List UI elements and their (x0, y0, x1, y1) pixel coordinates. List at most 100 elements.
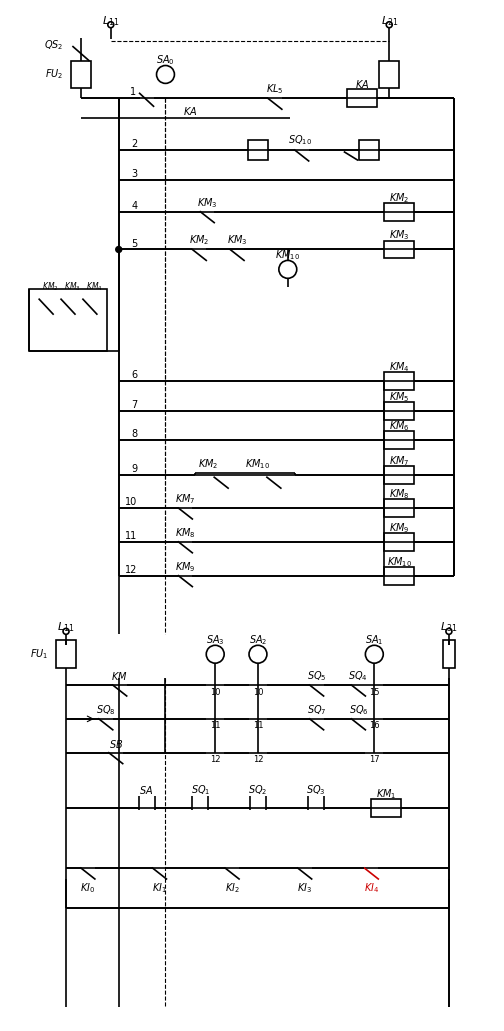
Text: $KM_8$: $KM_8$ (175, 526, 196, 540)
Text: 9: 9 (132, 464, 138, 474)
Circle shape (206, 645, 224, 663)
Text: 6: 6 (132, 370, 138, 379)
Text: 11: 11 (253, 722, 263, 730)
Text: $SQ_4$: $SQ_4$ (348, 669, 368, 683)
Text: $KM_4$: $KM_4$ (86, 280, 102, 293)
Text: $SQ_8$: $SQ_8$ (96, 703, 116, 717)
Bar (29, 290, 107, 351)
Circle shape (446, 628, 452, 634)
Text: 5: 5 (132, 238, 138, 248)
Bar (384, 240, 414, 259)
Text: $KM_9$: $KM_9$ (175, 560, 196, 573)
Text: $L_{31}$: $L_{31}$ (440, 621, 458, 634)
Text: $FU_1$: $FU_1$ (30, 647, 48, 661)
Text: 4: 4 (132, 201, 138, 210)
Text: $KM_6$: $KM_6$ (389, 420, 410, 433)
Text: 11: 11 (125, 531, 138, 541)
Text: $KM_3$: $KM_3$ (197, 196, 218, 209)
Circle shape (63, 628, 69, 634)
Text: 11: 11 (210, 722, 220, 730)
Text: 8: 8 (132, 430, 138, 439)
Bar (248, 140, 268, 160)
Circle shape (116, 246, 122, 253)
Circle shape (279, 261, 297, 278)
Text: $QS_2$: $QS_2$ (44, 38, 63, 52)
Text: $KL_5$: $KL_5$ (266, 82, 284, 96)
Text: $SQ_{10}$: $SQ_{10}$ (288, 133, 312, 147)
Text: $KA$: $KA$ (183, 105, 198, 118)
Bar (56, 640, 76, 668)
Text: $SB$: $SB$ (109, 738, 123, 750)
Text: $KM_3$: $KM_3$ (64, 280, 81, 293)
Text: $KM_2$: $KM_2$ (42, 280, 58, 293)
Text: 10: 10 (253, 688, 263, 697)
Bar (384, 499, 414, 517)
Circle shape (108, 22, 114, 28)
Text: 12: 12 (253, 755, 263, 764)
Bar (384, 466, 414, 485)
Text: $FU_2$: $FU_2$ (45, 68, 63, 81)
Text: $KM_1$: $KM_1$ (376, 788, 397, 801)
Text: $KM_2$: $KM_2$ (198, 458, 218, 471)
Text: 12: 12 (125, 565, 138, 574)
Text: $KM_4$: $KM_4$ (389, 360, 410, 373)
Text: $KM_{10}$: $KM_{10}$ (275, 248, 300, 262)
Text: $KM_7$: $KM_7$ (175, 492, 196, 506)
Text: 7: 7 (132, 400, 138, 409)
Text: $SQ_2$: $SQ_2$ (248, 784, 268, 797)
Bar (384, 567, 414, 585)
Text: $L_{11}$: $L_{11}$ (57, 621, 75, 634)
Text: $KM_8$: $KM_8$ (389, 488, 410, 501)
Bar (443, 640, 455, 668)
Text: $L_{21}$: $L_{21}$ (381, 13, 398, 28)
Circle shape (386, 22, 392, 28)
Text: 12: 12 (210, 755, 220, 764)
Text: $KM_2$: $KM_2$ (189, 234, 210, 247)
Text: 1: 1 (130, 88, 136, 97)
Text: $SA_2$: $SA_2$ (249, 633, 267, 647)
Circle shape (365, 645, 383, 663)
Text: $KI_3$: $KI_3$ (297, 882, 312, 895)
Bar (371, 799, 401, 818)
Text: 3: 3 (132, 169, 138, 179)
Text: 17: 17 (369, 755, 380, 764)
Text: $L_{11}$: $L_{11}$ (102, 13, 119, 28)
Bar (380, 61, 399, 89)
Text: $KM_5$: $KM_5$ (389, 390, 409, 403)
Text: $SQ_7$: $SQ_7$ (307, 703, 327, 717)
Text: $SA_3$: $SA_3$ (206, 633, 224, 647)
Text: $KI_4$: $KI_4$ (364, 882, 379, 895)
Text: $KM_3$: $KM_3$ (227, 234, 247, 247)
Text: $KM_9$: $KM_9$ (389, 521, 409, 535)
Text: $KM_2$: $KM_2$ (389, 191, 409, 205)
Text: $KM_3$: $KM_3$ (389, 229, 409, 242)
Bar (71, 61, 91, 89)
Text: $SQ_5$: $SQ_5$ (307, 669, 327, 683)
Bar (347, 90, 377, 107)
Text: 15: 15 (369, 688, 380, 697)
Circle shape (249, 645, 267, 663)
Text: $KM_7$: $KM_7$ (389, 455, 409, 468)
Text: $KM_{10}$: $KM_{10}$ (387, 555, 412, 569)
Text: $KI_1$: $KI_1$ (152, 882, 167, 895)
Bar (384, 203, 414, 221)
Text: 10: 10 (210, 688, 220, 697)
Text: 2: 2 (132, 139, 138, 149)
Text: $SQ_3$: $SQ_3$ (306, 784, 326, 797)
Bar (359, 140, 380, 160)
Bar (384, 372, 414, 390)
Bar (384, 431, 414, 450)
Text: $SA$: $SA$ (140, 785, 154, 797)
Text: $KI_2$: $KI_2$ (225, 882, 239, 895)
Text: $KM_{10}$: $KM_{10}$ (245, 458, 271, 471)
Text: $SQ_1$: $SQ_1$ (191, 784, 210, 797)
Text: $SA_1$: $SA_1$ (365, 633, 384, 647)
Bar (384, 533, 414, 551)
Circle shape (157, 66, 174, 84)
Text: 16: 16 (369, 722, 380, 730)
Text: 10: 10 (125, 497, 138, 507)
Bar (384, 402, 414, 420)
Text: $KA$: $KA$ (355, 78, 369, 91)
Text: $KM$: $KM$ (111, 670, 128, 683)
Text: $SQ_6$: $SQ_6$ (349, 703, 368, 717)
